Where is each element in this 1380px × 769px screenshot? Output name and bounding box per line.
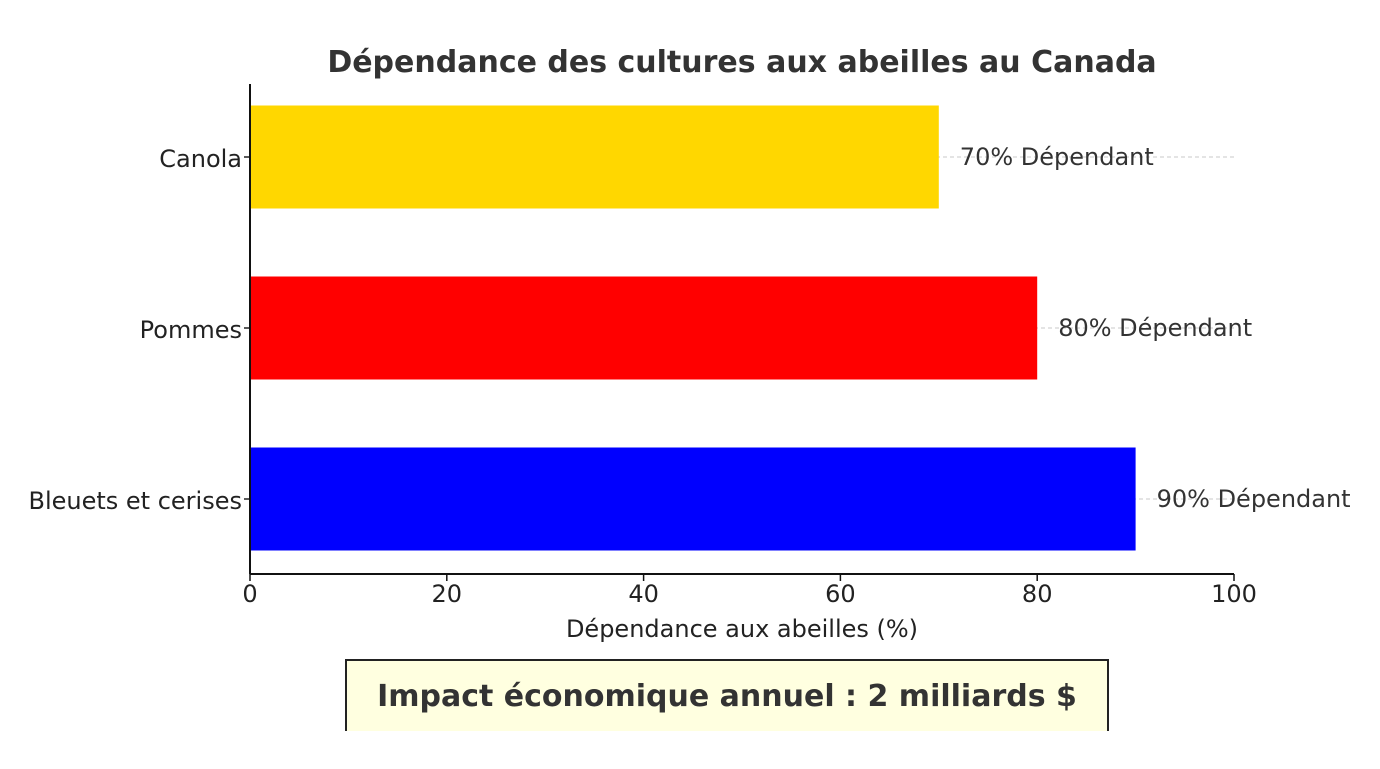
x-tick-label: 0 [242, 580, 257, 608]
data-label: 70% Dépendant [960, 143, 1154, 171]
x-axis-label: Dépendance aux abeilles (%) [566, 615, 918, 643]
category-labels: Canola Pommes Bleuets et cerises [29, 145, 243, 515]
x-tick-label: 20 [432, 580, 463, 608]
economic-impact-annotation: Impact économique annuel : 2 milliards $ [345, 659, 1109, 731]
x-tick-label: 40 [628, 580, 659, 608]
bar-3 [250, 447, 1136, 551]
category-label: Bleuets et cerises [29, 487, 243, 515]
bar-1 [250, 105, 939, 209]
x-tick-label: 80 [1022, 580, 1053, 608]
axes [244, 84, 1234, 575]
chart-title: Dépendance des cultures aux abeilles au … [327, 45, 1156, 80]
data-labels: 70% Dépendant 80% Dépendant 90% Dépendant [960, 143, 1351, 513]
x-tick-label: 100 [1211, 580, 1257, 608]
data-label: 80% Dépendant [1058, 314, 1252, 342]
x-tick-label: 60 [825, 580, 856, 608]
x-ticks: 0 20 40 60 80 100 [242, 574, 1257, 608]
bar-2 [250, 276, 1038, 380]
data-label: 90% Dépendant [1157, 485, 1351, 513]
category-label: Pommes [140, 316, 242, 344]
bars [250, 105, 1136, 551]
category-label: Canola [159, 145, 242, 173]
